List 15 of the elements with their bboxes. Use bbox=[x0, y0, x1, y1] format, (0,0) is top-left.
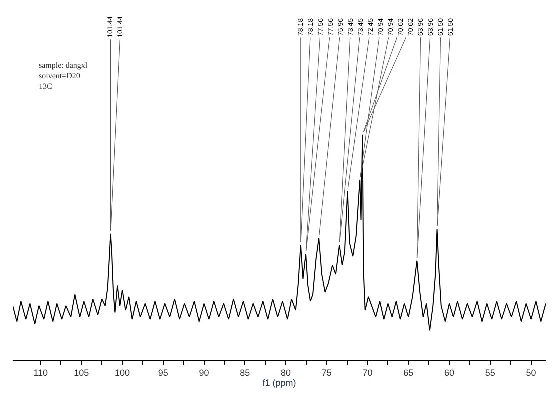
x-tick-label: 100 bbox=[115, 368, 130, 378]
x-tick-label: 85 bbox=[240, 368, 250, 378]
x-tick-label: 75 bbox=[322, 368, 332, 378]
x-tick-label: 70 bbox=[362, 368, 373, 378]
x-tick-label: 95 bbox=[158, 368, 168, 378]
x-tick-label: 90 bbox=[199, 368, 210, 378]
x-tick-label: 50 bbox=[526, 368, 536, 378]
text: sample: dangxl solvent=D20 13C bbox=[39, 61, 88, 91]
x-tick-label: 110 bbox=[34, 368, 48, 378]
x-tick-label: 60 bbox=[444, 368, 455, 378]
x-axis-title: f1 (ppm) bbox=[262, 378, 296, 388]
x-tick-label: 105 bbox=[74, 368, 90, 378]
x-tick-label: 65 bbox=[404, 368, 414, 378]
x-tick-label: 80 bbox=[281, 368, 292, 378]
x-tick-label: 55 bbox=[485, 368, 496, 378]
